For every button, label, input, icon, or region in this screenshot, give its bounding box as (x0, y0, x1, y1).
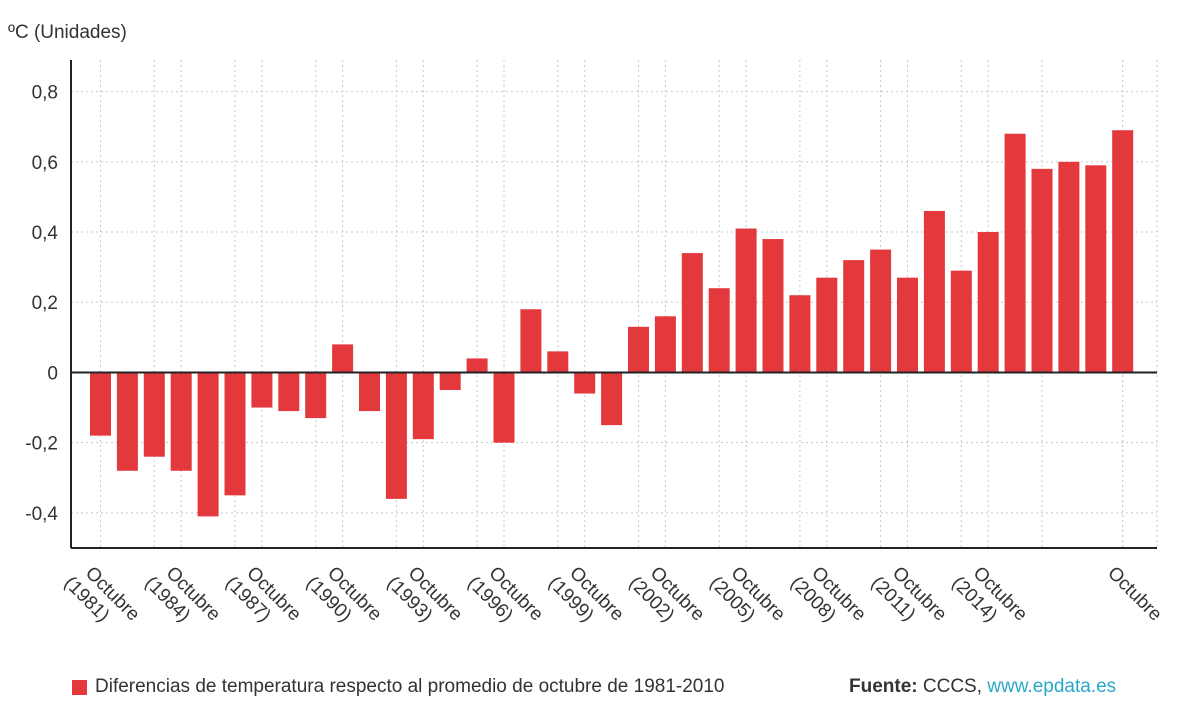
source-name: CCCS, (922, 676, 983, 697)
bar[interactable] (197, 372, 219, 517)
legend-swatch (72, 679, 87, 695)
bar[interactable] (359, 372, 380, 412)
bar[interactable] (950, 270, 972, 373)
x-tick-label-line: Octubre (1103, 563, 1166, 626)
y-tick-label: 0,2 (32, 293, 58, 314)
x-tick-label: Octubre(2002) (625, 563, 709, 627)
bar-layer (90, 130, 1134, 517)
bar[interactable] (735, 228, 757, 373)
bar[interactable] (1031, 168, 1053, 373)
y-tick-label: -0,4 (25, 504, 58, 525)
x-tick-label: Octubre(2011) (867, 563, 951, 626)
bar[interactable] (520, 309, 542, 373)
bar[interactable] (251, 372, 273, 408)
bar[interactable] (493, 372, 515, 443)
bar[interactable] (628, 326, 649, 373)
legend-label: Diferencias de temperatura respecto al p… (95, 676, 725, 697)
bar[interactable] (466, 358, 488, 373)
bar[interactable] (1058, 161, 1080, 373)
y-tick-label: -0,2 (25, 434, 58, 455)
y-tick-label: 0 (47, 363, 58, 384)
bar[interactable] (170, 372, 192, 471)
axis-layer (70, 60, 1157, 549)
x-tick-label: Octubre(1990) (302, 563, 386, 627)
bar[interactable] (923, 210, 945, 373)
y-tick-label: 0,4 (32, 223, 59, 244)
x-tick-label: Octubre(1993) (383, 563, 467, 627)
bar[interactable] (116, 372, 138, 471)
x-tick-label: Octubre(1999) (544, 563, 628, 627)
bar[interactable] (385, 372, 407, 499)
bar[interactable] (90, 372, 111, 436)
bar[interactable] (278, 372, 300, 412)
bar[interactable] (332, 344, 354, 373)
bar[interactable] (305, 372, 327, 419)
y-tick-label: 0,8 (32, 83, 58, 104)
x-tick-label: Octubre(1984) (140, 563, 224, 627)
x-tick-label: Octubre(1996) (463, 563, 547, 627)
bar[interactable] (601, 372, 623, 426)
x-tick-label: Octubre(1987) (221, 563, 305, 627)
bar[interactable] (708, 288, 730, 373)
legend[interactable]: Diferencias de temperatura respecto al p… (72, 676, 725, 698)
bar[interactable] (789, 295, 811, 373)
y-axis-unit-label: ºC (Unidades) (8, 22, 127, 43)
bar[interactable] (412, 372, 434, 440)
x-tick-label: Octubre(1981) (60, 563, 144, 627)
y-tick-label: 0,6 (32, 153, 58, 174)
bar[interactable] (681, 253, 703, 373)
x-tick-label: Octubre(2005) (705, 563, 789, 627)
bar[interactable] (977, 232, 999, 373)
bar[interactable] (439, 372, 461, 391)
bar[interactable] (143, 372, 165, 457)
x-tick-label: Octubre(2014) (947, 563, 1031, 627)
source-link[interactable]: www.epdata.es (987, 676, 1117, 697)
bar[interactable] (1085, 165, 1107, 373)
bar[interactable] (547, 351, 569, 373)
bar[interactable] (762, 239, 784, 373)
bar[interactable] (870, 249, 892, 373)
bar[interactable] (1004, 133, 1026, 373)
bar[interactable] (897, 277, 918, 373)
bar[interactable] (654, 316, 676, 373)
bar[interactable] (224, 372, 246, 496)
bar[interactable] (574, 372, 596, 394)
source-note: Fuente: CCCS, www.epdata.es (849, 676, 1116, 698)
source-prefix: Fuente: (849, 676, 918, 697)
bar[interactable] (1112, 130, 1134, 373)
x-tick-label: Octubre (1103, 563, 1166, 626)
x-tick-label: Octubre(2008) (786, 563, 870, 627)
bar[interactable] (816, 277, 838, 373)
bar[interactable] (843, 260, 865, 373)
